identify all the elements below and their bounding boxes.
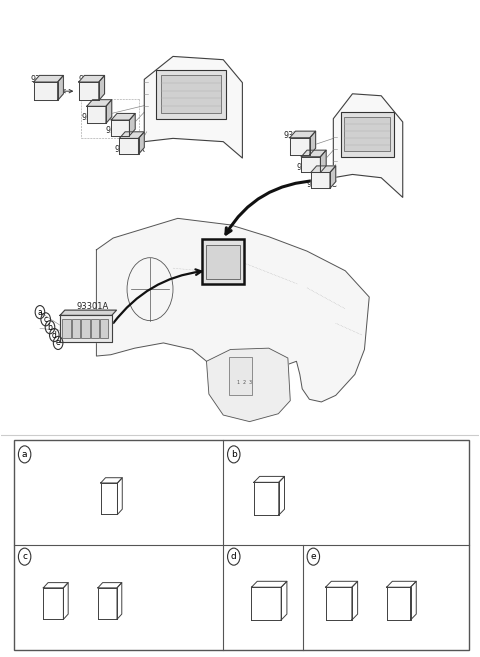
Bar <box>91 319 99 338</box>
Polygon shape <box>98 583 122 588</box>
Text: 93301A: 93301A <box>76 302 108 311</box>
Polygon shape <box>386 581 416 587</box>
Polygon shape <box>87 106 106 124</box>
Polygon shape <box>206 348 290 422</box>
Polygon shape <box>333 94 403 197</box>
Text: 93710C: 93710C <box>106 126 137 135</box>
Polygon shape <box>311 166 336 173</box>
Polygon shape <box>106 100 112 124</box>
Polygon shape <box>117 583 122 620</box>
Polygon shape <box>410 581 416 620</box>
Text: d: d <box>231 552 237 561</box>
Text: d: d <box>52 330 57 340</box>
Text: 93260F: 93260F <box>35 545 67 553</box>
Polygon shape <box>254 476 285 482</box>
Polygon shape <box>254 482 279 515</box>
Polygon shape <box>139 132 144 154</box>
Polygon shape <box>111 120 130 136</box>
Text: a: a <box>37 307 42 317</box>
Text: 93375: 93375 <box>34 443 64 452</box>
Polygon shape <box>118 478 122 514</box>
Polygon shape <box>130 114 135 136</box>
Text: c: c <box>22 552 27 561</box>
Polygon shape <box>290 138 310 155</box>
Bar <box>72 319 80 338</box>
Bar <box>202 239 244 284</box>
Text: 93770R: 93770R <box>115 145 145 154</box>
Polygon shape <box>43 583 68 588</box>
Polygon shape <box>43 588 63 620</box>
Text: 93740: 93740 <box>243 545 274 553</box>
Bar <box>344 118 390 152</box>
Polygon shape <box>325 587 352 620</box>
Polygon shape <box>252 581 287 587</box>
Polygon shape <box>79 76 105 82</box>
Polygon shape <box>34 82 58 101</box>
Polygon shape <box>99 76 105 101</box>
Polygon shape <box>325 581 358 587</box>
Text: 93790: 93790 <box>297 164 322 173</box>
Bar <box>229 357 252 396</box>
Bar <box>81 319 90 338</box>
Text: 93710D: 93710D <box>283 131 314 140</box>
Text: e: e <box>311 552 316 561</box>
Text: 93790: 93790 <box>78 75 104 84</box>
Polygon shape <box>101 483 118 514</box>
Polygon shape <box>101 478 122 483</box>
Text: b: b <box>231 450 237 459</box>
Polygon shape <box>252 587 281 620</box>
Polygon shape <box>330 166 336 188</box>
Text: 2: 2 <box>242 380 245 385</box>
Text: 93370B: 93370B <box>243 443 280 452</box>
Polygon shape <box>386 587 410 620</box>
Text: 93745D: 93745D <box>105 545 138 553</box>
Text: 93775D: 93775D <box>30 75 62 84</box>
Polygon shape <box>279 476 285 515</box>
Text: 3: 3 <box>248 380 251 385</box>
Polygon shape <box>79 82 99 101</box>
Text: 93605: 93605 <box>322 545 348 553</box>
Polygon shape <box>87 100 112 106</box>
Polygon shape <box>290 131 316 138</box>
Text: a: a <box>22 450 27 459</box>
Polygon shape <box>310 131 316 155</box>
Polygon shape <box>34 76 63 82</box>
Bar <box>340 112 394 157</box>
Bar <box>62 319 71 338</box>
Polygon shape <box>63 583 68 620</box>
Bar <box>156 70 226 119</box>
Polygon shape <box>301 150 326 157</box>
Text: e: e <box>56 338 60 348</box>
Bar <box>161 76 221 114</box>
Polygon shape <box>60 315 112 342</box>
Text: c: c <box>44 315 48 324</box>
Polygon shape <box>321 150 326 173</box>
Polygon shape <box>60 310 117 315</box>
Polygon shape <box>281 581 287 620</box>
Polygon shape <box>58 76 63 101</box>
Text: b: b <box>48 323 52 332</box>
Polygon shape <box>301 157 321 173</box>
Polygon shape <box>352 581 358 620</box>
Text: 93710D: 93710D <box>81 113 112 122</box>
Polygon shape <box>311 173 330 188</box>
Polygon shape <box>96 218 369 402</box>
Text: 93261A: 93261A <box>393 545 425 553</box>
Polygon shape <box>144 57 242 158</box>
Bar <box>205 244 240 279</box>
Polygon shape <box>120 139 139 154</box>
Text: 1: 1 <box>237 380 240 385</box>
Bar <box>100 319 108 338</box>
Polygon shape <box>98 588 117 620</box>
Text: 93710C: 93710C <box>306 180 337 189</box>
Polygon shape <box>111 114 135 120</box>
Polygon shape <box>120 132 144 139</box>
Bar <box>14 440 469 650</box>
